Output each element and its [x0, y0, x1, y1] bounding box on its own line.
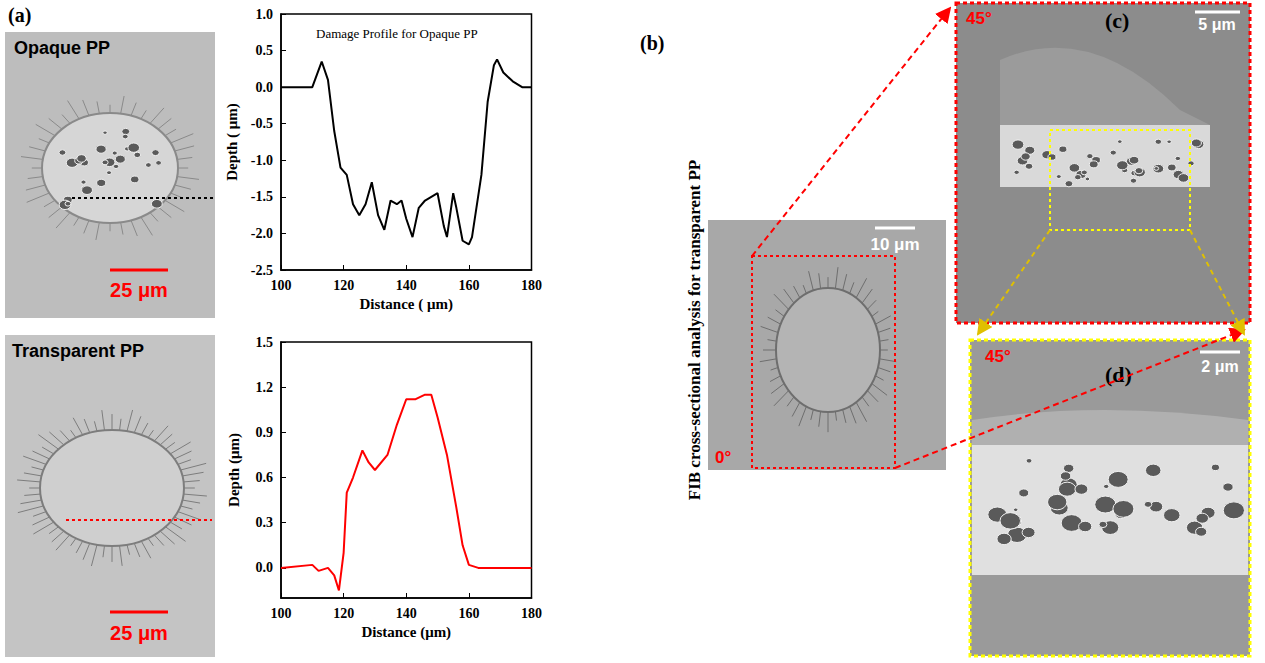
svg-text:0.5: 0.5 — [256, 43, 274, 58]
svg-text:25 μm: 25 μm — [110, 279, 168, 301]
svg-text:100: 100 — [271, 606, 292, 621]
svg-text:2 μm: 2 μm — [1201, 358, 1238, 375]
svg-text:Distance ( μm): Distance ( μm) — [360, 296, 453, 313]
svg-text:160: 160 — [458, 606, 479, 621]
svg-text:0.6: 0.6 — [256, 470, 274, 485]
svg-text:Distance (μm): Distance (μm) — [361, 624, 451, 641]
svg-text:120: 120 — [333, 606, 354, 621]
svg-text:10 μm: 10 μm — [870, 235, 919, 254]
svg-text:-1.0: -1.0 — [251, 153, 273, 168]
svg-text:140: 140 — [396, 278, 417, 293]
svg-text:0.0: 0.0 — [256, 80, 274, 95]
svg-text:45°: 45° — [985, 347, 1011, 366]
svg-text:180: 180 — [521, 278, 542, 293]
svg-text:(c): (c) — [1105, 8, 1129, 33]
svg-text:0.3: 0.3 — [256, 515, 274, 530]
svg-text:-2.5: -2.5 — [251, 263, 273, 278]
svg-text:-1.5: -1.5 — [251, 189, 273, 204]
svg-text:100: 100 — [271, 278, 292, 293]
svg-text:-2.0: -2.0 — [251, 226, 273, 241]
svg-text:(d): (d) — [1105, 362, 1132, 387]
svg-text:1.2: 1.2 — [256, 380, 274, 395]
svg-text:Damage Profile for Opaque PP: Damage Profile for Opaque PP — [316, 26, 478, 41]
svg-text:25 μm: 25 μm — [110, 622, 168, 644]
svg-text:1.5: 1.5 — [256, 335, 274, 350]
svg-text:0.0: 0.0 — [256, 560, 274, 575]
svg-text:-0.5: -0.5 — [251, 116, 273, 131]
svg-text:5 μm: 5 μm — [1198, 16, 1235, 33]
svg-text:160: 160 — [458, 278, 479, 293]
svg-text:45°: 45° — [966, 9, 992, 28]
svg-text:0.9: 0.9 — [256, 425, 274, 440]
svg-text:0°: 0° — [715, 448, 731, 467]
svg-text:1.0: 1.0 — [256, 7, 274, 22]
svg-text:FIB cross-sectional analysis f: FIB cross-sectional analysis for transpa… — [685, 160, 704, 500]
svg-text:Depth ( μm): Depth ( μm) — [224, 103, 241, 181]
svg-text:Depth (μm): Depth (μm) — [226, 433, 243, 507]
svg-text:(b): (b) — [640, 32, 664, 55]
svg-text:140: 140 — [396, 606, 417, 621]
svg-text:180: 180 — [521, 606, 542, 621]
svg-text:(a): (a) — [8, 4, 31, 27]
svg-text:Opaque PP: Opaque PP — [14, 38, 110, 58]
svg-text:Transparent PP: Transparent PP — [12, 341, 144, 361]
svg-text:120: 120 — [333, 278, 354, 293]
